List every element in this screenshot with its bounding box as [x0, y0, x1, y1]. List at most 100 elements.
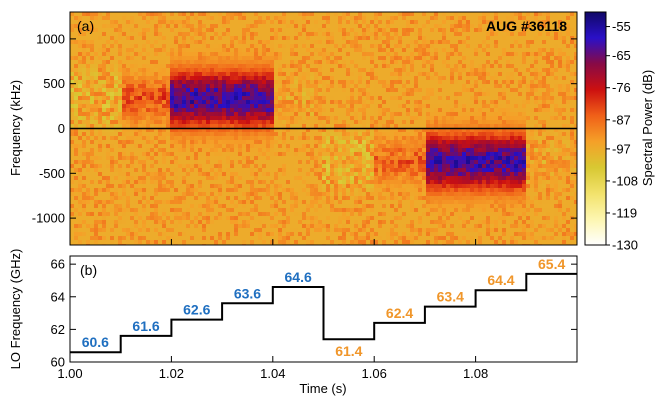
spectrogram-cell: [546, 20, 551, 25]
spectrogram-cell: [518, 52, 523, 57]
spectrogram-cell: [254, 84, 259, 89]
spectrogram-cell: [118, 136, 123, 141]
spectrogram-cell: [398, 112, 403, 117]
spectrogram-cell: [486, 20, 491, 25]
spectrogram-cell: [546, 88, 551, 93]
spectrogram-cell: [150, 20, 155, 25]
spectrogram-cell: [222, 44, 227, 49]
spectrogram-cell: [338, 32, 343, 37]
spectrogram-cell: [550, 80, 555, 85]
spectrogram-cell: [202, 112, 207, 117]
spectrogram-cell: [150, 128, 155, 133]
spectrogram-cell: [342, 88, 347, 93]
spectrogram-cell: [490, 140, 495, 145]
spectrogram-cell: [490, 56, 495, 61]
spectrogram-cell: [306, 152, 311, 157]
spectrogram-cell: [162, 128, 167, 133]
spectrogram-cell: [390, 124, 395, 129]
spectrogram-cell: [430, 140, 435, 145]
spectrogram-cell: [330, 108, 335, 113]
spectrogram-cell: [90, 56, 95, 61]
spectrogram-cell: [350, 160, 355, 165]
spectrogram-cell: [238, 88, 243, 93]
spectrogram-cell: [450, 20, 455, 25]
spectrogram-cell: [398, 148, 403, 153]
spectrogram-cell: [562, 28, 567, 33]
spectrogram-cell: [558, 20, 563, 25]
spectrogram-cell: [202, 140, 207, 145]
spectrogram-cell: [230, 120, 235, 125]
spectrogram-cell: [390, 12, 395, 17]
spectrogram-cell: [94, 112, 99, 117]
spectrogram-cell: [278, 120, 283, 125]
spectrogram-cell: [522, 16, 527, 21]
spectrogram-cell: [266, 144, 271, 149]
spectrogram-cell: [218, 68, 223, 73]
spectrogram-cell: [454, 156, 459, 161]
spectrogram-cell: [346, 120, 351, 125]
spectrogram-cell: [266, 112, 271, 117]
spectrogram-cell: [574, 164, 577, 169]
spectrogram-cell: [202, 108, 207, 113]
spectrogram-cell: [210, 36, 215, 41]
spectrogram-cell: [530, 92, 535, 97]
spectrogram-cell: [266, 100, 271, 105]
spectrogram-cell: [526, 56, 531, 61]
spectrogram-cell: [266, 64, 271, 69]
spectrogram-cell: [562, 108, 567, 113]
spectrogram-cell: [238, 104, 243, 109]
spectrogram-cell: [142, 116, 147, 121]
spectrogram-cell: [346, 124, 351, 129]
spectrogram-cell: [402, 32, 407, 37]
spectrogram-cell: [202, 144, 207, 149]
spectrogram-cell: [562, 100, 567, 105]
spectrogram-cell: [170, 168, 175, 173]
spectrogram-cell: [274, 100, 279, 105]
spectrogram-cell: [174, 52, 179, 57]
spectrogram-cell: [106, 108, 111, 113]
spectrogram-cell: [182, 96, 187, 101]
spectrogram-cell: [438, 56, 443, 61]
spectrogram-cell: [226, 124, 231, 129]
spectrogram-cell: [374, 152, 379, 157]
spectrogram-cell: [490, 148, 495, 153]
spectrogram-cell: [398, 88, 403, 93]
spectrogram-cell: [362, 132, 367, 137]
spectrogram-cell: [422, 96, 427, 101]
spectrogram-cell: [154, 108, 159, 113]
spectrogram-cell: [570, 116, 575, 121]
spectrogram-cell: [354, 152, 359, 157]
spectrogram-cell: [86, 32, 91, 37]
spectrogram-cell: [430, 120, 435, 125]
spectrogram-cell: [402, 60, 407, 65]
spectrogram-cell: [542, 164, 547, 169]
spectrogram-cell: [386, 96, 391, 101]
spectrogram-cell: [334, 144, 339, 149]
spectrogram-cell: [126, 12, 131, 17]
spectrogram-cell: [410, 20, 415, 25]
spectrogram-cell: [506, 144, 511, 149]
spectrogram-cell: [122, 28, 127, 33]
spectrogram-cell: [362, 16, 367, 21]
spectrogram-cell: [574, 160, 577, 165]
spectrogram-cell: [234, 144, 239, 149]
spectrogram-cell: [270, 104, 275, 109]
spectrogram-cell: [378, 36, 383, 41]
spectrogram-cell: [554, 112, 559, 117]
spectrogram-cell: [522, 60, 527, 65]
spectrogram-cell: [538, 32, 543, 37]
spectrogram-cell: [358, 96, 363, 101]
spectrogram-cell: [446, 92, 451, 97]
spectrogram-cell: [518, 136, 523, 141]
spectrogram-cell: [358, 68, 363, 73]
spectrogram-cell: [234, 152, 239, 157]
spectrogram-cell: [462, 148, 467, 153]
spectrogram-cell: [90, 148, 95, 153]
spectrogram-cell: [478, 92, 483, 97]
spectrogram-cell: [326, 64, 331, 69]
spectrogram-cell: [534, 64, 539, 69]
spectrogram-cell: [502, 84, 507, 89]
spectrogram-cell: [474, 148, 479, 153]
spectrogram-cell: [90, 48, 95, 53]
